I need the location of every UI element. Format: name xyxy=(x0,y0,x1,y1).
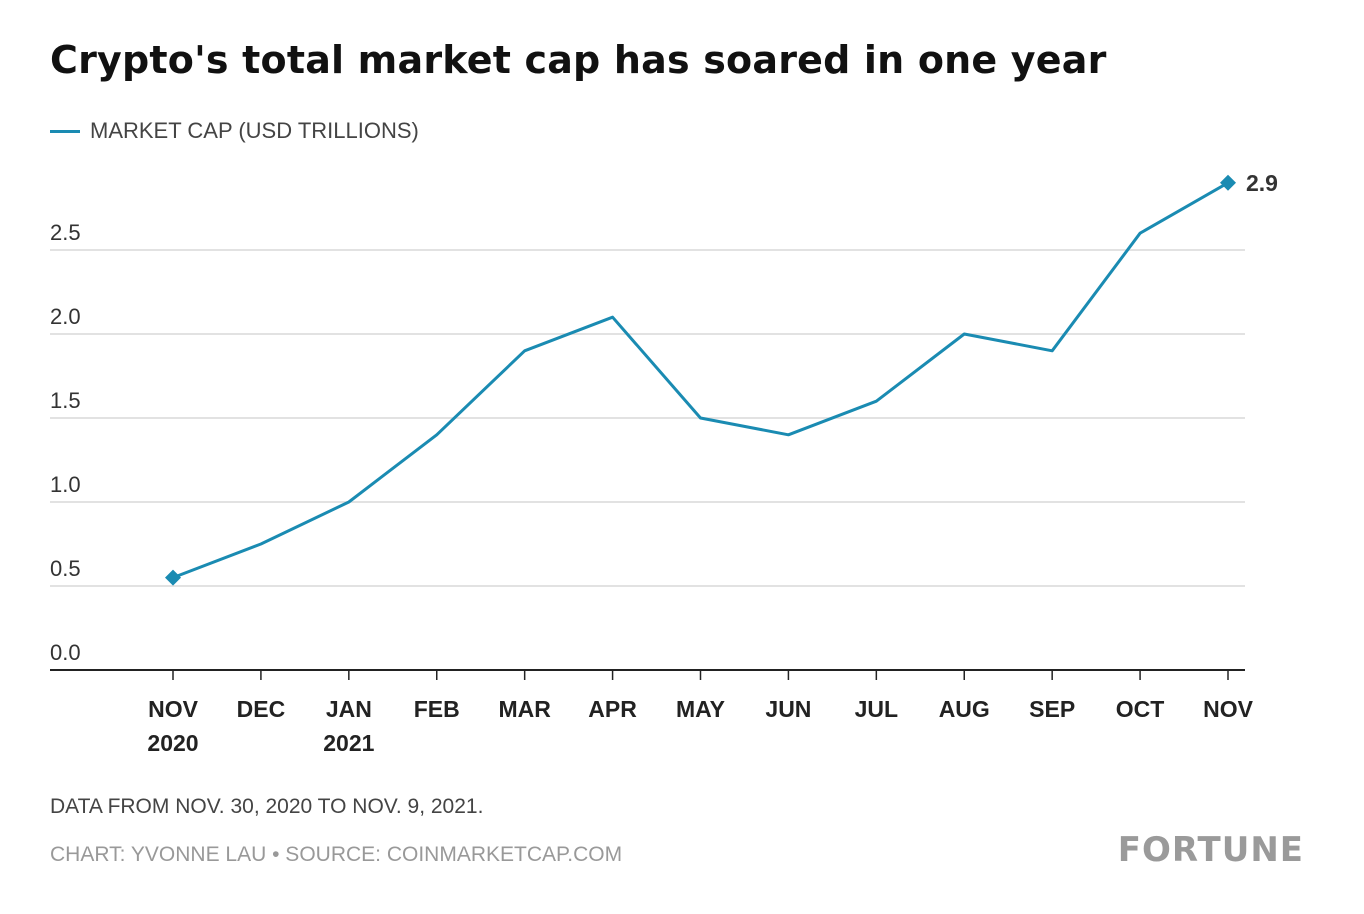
series-line xyxy=(171,181,1230,580)
y-tick-label: 1.5 xyxy=(50,388,81,413)
x-tick-label: MAR xyxy=(498,696,551,722)
x-tick-label: JUN xyxy=(765,696,811,722)
legend-label: MARKET CAP (USD TRILLIONS) xyxy=(90,118,419,143)
x-tick-label: APR xyxy=(588,696,637,722)
end-value-label: 2.9 xyxy=(1246,170,1278,196)
y-tick-label: 0.0 xyxy=(50,640,81,665)
x-tick-year-label: 2020 xyxy=(147,730,198,756)
legend: MARKET CAP (USD TRILLIONS) xyxy=(50,118,419,144)
y-tick-label: 2.0 xyxy=(50,304,81,329)
data-range-note: DATA FROM NOV. 30, 2020 TO NOV. 9, 2021. xyxy=(50,795,484,818)
y-tick-label: 2.5 xyxy=(50,220,81,245)
x-tick-label: JAN xyxy=(326,696,372,722)
x-tick-label: OCT xyxy=(1116,696,1165,722)
chart-credit: CHART: YVONNE LAU • SOURCE: COINMARKETCA… xyxy=(50,843,623,866)
x-tick-label: SEP xyxy=(1029,696,1075,722)
x-tick-label: MAY xyxy=(676,696,725,722)
legend-swatch xyxy=(50,129,80,133)
line-chart: 0.0 0.5 1.0 1.5 2.0 2.5 NOV 2020 DEC JAN 2021 FEB MA… xyxy=(50,170,1278,756)
fortune-logo: FORTUNE xyxy=(1117,830,1304,870)
x-tick-year-label: 2021 xyxy=(323,730,374,756)
y-tick-label: 1.0 xyxy=(50,472,81,497)
x-tick-label: NOV xyxy=(1203,696,1254,722)
data-point-marker xyxy=(165,569,181,586)
x-tick-label: AUG xyxy=(939,696,990,722)
chart-title: Crypto's total market cap has soared in … xyxy=(50,38,1107,82)
y-tick-label: 0.5 xyxy=(50,556,81,581)
x-tick-label: NOV xyxy=(148,696,199,722)
x-tick-label: FEB xyxy=(414,696,460,722)
x-tick-label: JUL xyxy=(855,696,898,722)
data-point-marker xyxy=(1220,174,1236,191)
x-tick-label: DEC xyxy=(237,696,286,722)
